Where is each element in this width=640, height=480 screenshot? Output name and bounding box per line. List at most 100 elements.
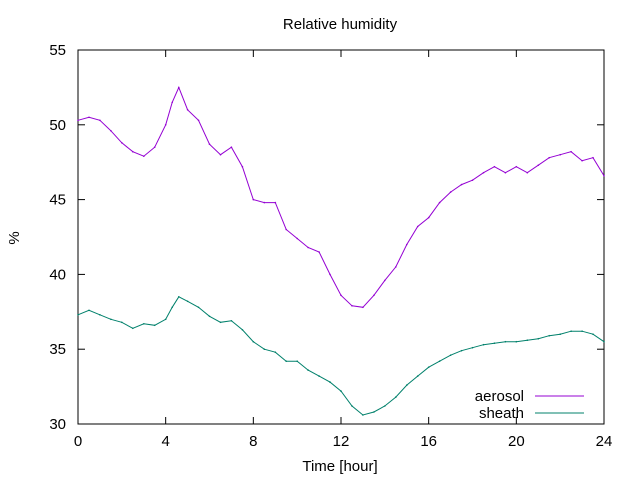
sheath-data-point: [153, 324, 156, 327]
aerosol-data-point: [88, 116, 90, 119]
y-tick-label: 50: [49, 117, 66, 134]
y-tick-label: 45: [49, 192, 66, 209]
sheath-data-point: [252, 340, 255, 343]
aerosol-data-point: [307, 246, 309, 249]
aerosol-data-point: [537, 164, 540, 166]
sheath-data-point: [296, 360, 299, 363]
aerosol-data-point: [143, 155, 145, 157]
aerosol-data-point: [592, 156, 594, 159]
aerosol-data-point: [263, 201, 266, 204]
sheath-data-point: [230, 320, 233, 322]
sheath-data-point: [581, 330, 583, 333]
y-tick-label: 30: [49, 416, 66, 433]
aerosol-data-point: [548, 156, 550, 159]
aerosol-data-point: [186, 109, 189, 111]
data-series: [77, 86, 605, 416]
aerosol-data-point: [515, 165, 518, 168]
aerosol-data-point: [285, 228, 288, 231]
sheath-data-point: [416, 375, 419, 377]
aerosol-data-point: [362, 306, 364, 309]
aerosol-data-point: [416, 225, 419, 228]
sheath-data-point: [592, 333, 594, 336]
aerosol-data-point: [351, 305, 353, 307]
x-tick-label: 8: [249, 433, 257, 450]
aerosol-data-point: [296, 237, 299, 240]
aerosol-data-point: [197, 119, 200, 122]
aerosol-data-point: [406, 243, 408, 246]
aerosol-data-point: [329, 273, 331, 276]
aerosol-series-line: [77, 86, 605, 308]
sheath-data-point: [548, 334, 550, 337]
sheath-data-point: [208, 315, 211, 318]
sheath-data-point: [171, 306, 173, 309]
sheath-data-point: [307, 369, 309, 371]
sheath-data-point: [132, 327, 134, 330]
sheath-data-point: [99, 314, 101, 316]
sheath-data-point: [263, 348, 266, 351]
aerosol-data-point: [482, 171, 485, 174]
aerosol-data-point: [427, 216, 430, 219]
aerosol-data-point: [252, 198, 255, 201]
aerosol-data-point: [241, 165, 244, 168]
aerosol-data-point: [526, 171, 529, 174]
sheath-data-point: [438, 360, 441, 363]
aerosol-data-point: [449, 191, 452, 193]
x-tick-label: 20: [508, 433, 525, 450]
sheath-data-point: [143, 323, 145, 325]
aerosol-data-point: [603, 174, 605, 177]
aerosol-data-point: [99, 119, 101, 122]
sheath-data-point: [285, 360, 288, 363]
axis-ticks: 0 4 8 12 16 20 24 30 35 40 45 50 55: [49, 42, 612, 450]
sheath-data-point: [559, 333, 561, 336]
sheath-data-point: [406, 384, 408, 386]
y-axis-label: %: [6, 231, 23, 244]
sheath-data-point: [570, 330, 572, 333]
aerosol-data-point: [493, 165, 496, 168]
sheath-data-point: [186, 300, 189, 303]
sheath-data-point: [395, 396, 397, 398]
y-tick-label: 55: [49, 42, 66, 59]
sheath-data-point: [471, 346, 474, 349]
sheath-data-point: [219, 321, 222, 324]
sheath-data-point: [603, 340, 605, 343]
x-tick-label: 4: [161, 433, 169, 450]
aerosol-data-point: [132, 150, 134, 153]
aerosol-data-point: [230, 146, 233, 148]
aerosol-data-point: [504, 171, 507, 174]
sheath-data-point: [460, 349, 463, 352]
sheath-data-point: [373, 411, 375, 413]
sheath-data-point: [329, 381, 331, 383]
aerosol-data-point: [318, 251, 320, 253]
sheath-data-point: [384, 405, 386, 407]
aerosol-data-point: [340, 294, 342, 297]
x-tick-label: 16: [420, 433, 437, 450]
x-tick-label: 24: [596, 433, 613, 450]
x-tick-label: 0: [74, 433, 82, 450]
sheath-data-point: [178, 296, 180, 298]
sheath-data-point: [482, 343, 485, 346]
sheath-data-point: [197, 306, 200, 309]
sheath-data-point: [77, 314, 79, 316]
y-tick-label: 40: [49, 266, 66, 283]
aerosol-data-point: [395, 266, 397, 268]
aerosol-data-point: [460, 183, 463, 186]
aerosol-data-point: [570, 150, 572, 153]
sheath-data-point: [110, 318, 112, 321]
legend-label-sheath: sheath: [479, 405, 524, 422]
aerosol-data-point: [373, 294, 375, 297]
sheath-data-point: [537, 337, 540, 340]
aerosol-data-point: [208, 143, 211, 145]
sheath-data-point: [164, 318, 167, 321]
sheath-data-point: [427, 366, 430, 369]
sheath-data-point: [88, 309, 90, 312]
sheath-data-point: [493, 342, 496, 345]
aerosol-data-point: [164, 124, 167, 126]
aerosol-data-point: [121, 142, 123, 144]
sheath-data-point: [449, 354, 452, 357]
chart-title: Relative humidity: [283, 16, 398, 33]
sheath-data-point: [340, 390, 342, 392]
sheath-data-point: [274, 351, 277, 354]
sheath-data-point: [351, 405, 353, 407]
aerosol-data-point: [153, 146, 156, 148]
